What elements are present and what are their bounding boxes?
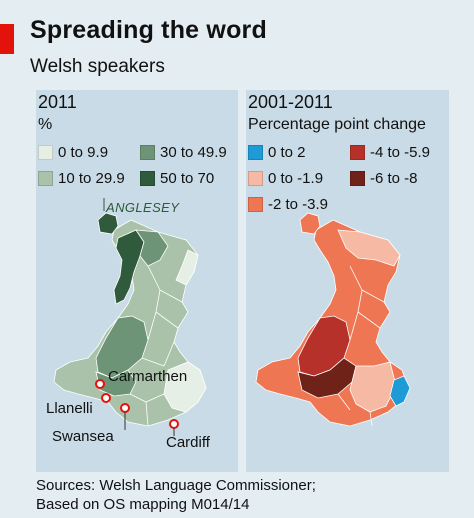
legend-label: 50 to 70 <box>160 170 215 187</box>
label-swansea: Swansea <box>52 428 114 445</box>
brand-tab <box>0 24 14 54</box>
marker-swansea <box>120 403 130 413</box>
panel-title-change: 2001-2011 <box>248 92 333 112</box>
sources-line-2: Based on OS mapping M014/14 <box>36 496 250 513</box>
legend-item: 30 to 49.9 <box>140 144 227 161</box>
legend-label: 0 to 9.9 <box>58 144 109 161</box>
legend-swatch <box>248 145 263 160</box>
legend-swatch <box>140 145 155 160</box>
legend-label: 0 to -1.9 <box>268 170 324 187</box>
panel-unit-2011: % <box>38 116 53 133</box>
legend-item: -4 to -5.9 <box>350 144 430 161</box>
legend-label: 0 to 2 <box>268 144 306 161</box>
marker-carmarthen <box>95 379 105 389</box>
panel-title-2011: 2011 <box>38 92 77 112</box>
legend-label: -2 to -3.9 <box>268 196 329 213</box>
legend-swatch <box>248 171 263 186</box>
label-llanelli: Llanelli <box>46 400 93 417</box>
legend-label: -6 to -8 <box>370 170 418 187</box>
region-northeast <box>337 229 401 267</box>
panel-2011: 2011 % 0 to 9.9 30 to 49.9 10 to 29.9 50… <box>36 90 238 472</box>
region-boundaries <box>129 265 183 427</box>
legend-label: 30 to 49.9 <box>160 144 227 161</box>
panel-unit-change: Percentage point change <box>248 116 426 133</box>
sources-note: Sources: Welsh Language Commissioner; Ba… <box>36 476 316 514</box>
map-wales-2011 <box>53 198 207 436</box>
chart-subtitle: Welsh speakers <box>30 56 165 77</box>
legend-item: 0 to 2 <box>248 144 306 161</box>
label-carmarthen: Carmarthen <box>108 368 188 385</box>
legend-item: 10 to 29.9 <box>38 170 125 187</box>
region-southeast <box>163 361 207 413</box>
legend-swatch <box>140 171 155 186</box>
region-conwy <box>135 229 169 267</box>
region-southeast <box>349 361 397 413</box>
panel-2001-2011: 2001-2011 Percentage point change 0 to 2… <box>246 90 449 472</box>
label-cardiff: Cardiff <box>166 434 210 451</box>
label-anglesey: ANGLESEY <box>106 200 180 215</box>
legend-item: 0 to -1.9 <box>248 170 323 187</box>
region-borders <box>175 249 199 286</box>
legend-swatch <box>38 145 53 160</box>
legend-swatch <box>350 171 365 186</box>
region-carmarthenshire <box>95 369 137 397</box>
legend-swatch <box>248 197 263 212</box>
legend-swatch <box>38 171 53 186</box>
legend-label: -4 to -5.9 <box>370 144 431 161</box>
region-monmouth <box>389 375 411 407</box>
legend-swatch <box>350 145 365 160</box>
marker-cardiff <box>169 419 179 429</box>
legend-item: -6 to -8 <box>350 170 418 187</box>
region-anglesey <box>97 212 119 235</box>
legend-item: 50 to 70 <box>140 170 214 187</box>
legend-item: -2 to -3.9 <box>248 196 328 213</box>
sources-line-1: Sources: Welsh Language Commissioner; <box>36 477 316 494</box>
chart-title: Spreading the word <box>30 16 267 44</box>
legend-item: 0 to 9.9 <box>38 144 108 161</box>
region-anglesey <box>299 212 321 235</box>
region-boundaries <box>337 265 385 427</box>
legend-label: 10 to 29.9 <box>58 170 125 187</box>
marker-llanelli <box>101 393 111 403</box>
map-wales-change <box>255 212 411 427</box>
